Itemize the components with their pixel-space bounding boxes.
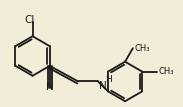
Text: CH₃: CH₃ bbox=[135, 44, 150, 53]
Text: N: N bbox=[99, 81, 107, 91]
Text: CH₃: CH₃ bbox=[159, 67, 174, 76]
Text: N: N bbox=[46, 82, 54, 92]
Text: Cl: Cl bbox=[24, 15, 35, 25]
Text: H: H bbox=[105, 75, 112, 84]
